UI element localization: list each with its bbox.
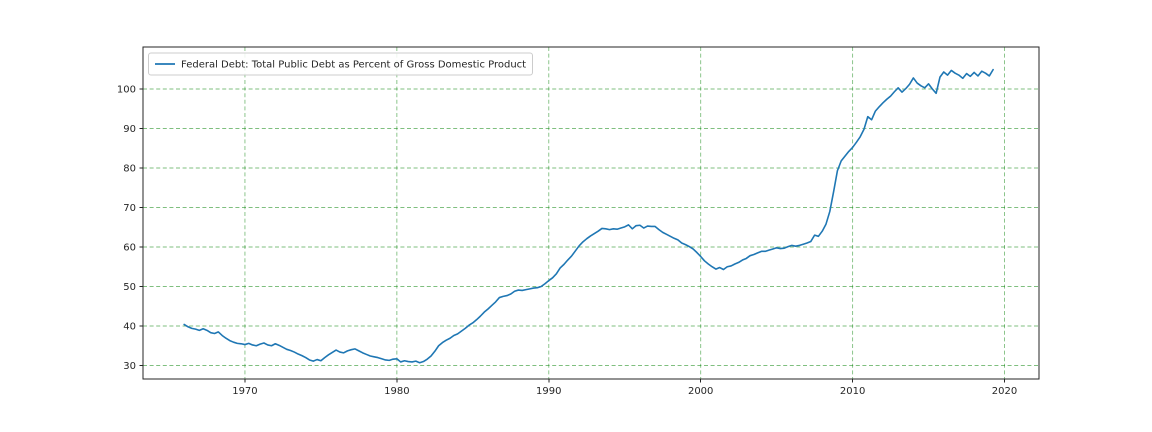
x-tick-label: 1990 xyxy=(536,386,561,397)
plot-border-spines xyxy=(142,46,1040,380)
legend-label: Federal Debt: Total Public Debt as Perce… xyxy=(181,60,526,71)
x-tick-label: 1970 xyxy=(232,386,257,397)
x-tick-label: 2000 xyxy=(688,386,713,397)
y-tick-label: 40 xyxy=(123,321,136,332)
x-axis-tick-labels: 1970 1980 1990 2000 2010 2020 xyxy=(232,386,1017,397)
x-tick-label: 2010 xyxy=(840,386,865,397)
y-tick-label: 80 xyxy=(123,163,136,174)
y-tick-label: 90 xyxy=(123,124,136,135)
debt-line-series xyxy=(183,68,994,364)
y-tick-label: 50 xyxy=(123,282,136,293)
y-tick-label: 70 xyxy=(123,203,136,214)
y-axis-tick-labels: 30 40 50 60 70 80 90 100 xyxy=(117,84,136,372)
y-tick-label: 30 xyxy=(123,361,136,372)
y-tick-label: 100 xyxy=(117,84,136,95)
legend-box xyxy=(148,52,533,76)
x-tick-label: 1980 xyxy=(384,386,409,397)
y-tick-label: 60 xyxy=(123,242,136,253)
axis-tick-marks xyxy=(139,88,1006,383)
x-tick-label: 2020 xyxy=(992,386,1017,397)
grid-lines xyxy=(143,47,1039,379)
legend: Federal Debt: Total Public Debt as Perce… xyxy=(148,52,533,76)
plot-area-background xyxy=(143,47,1039,379)
